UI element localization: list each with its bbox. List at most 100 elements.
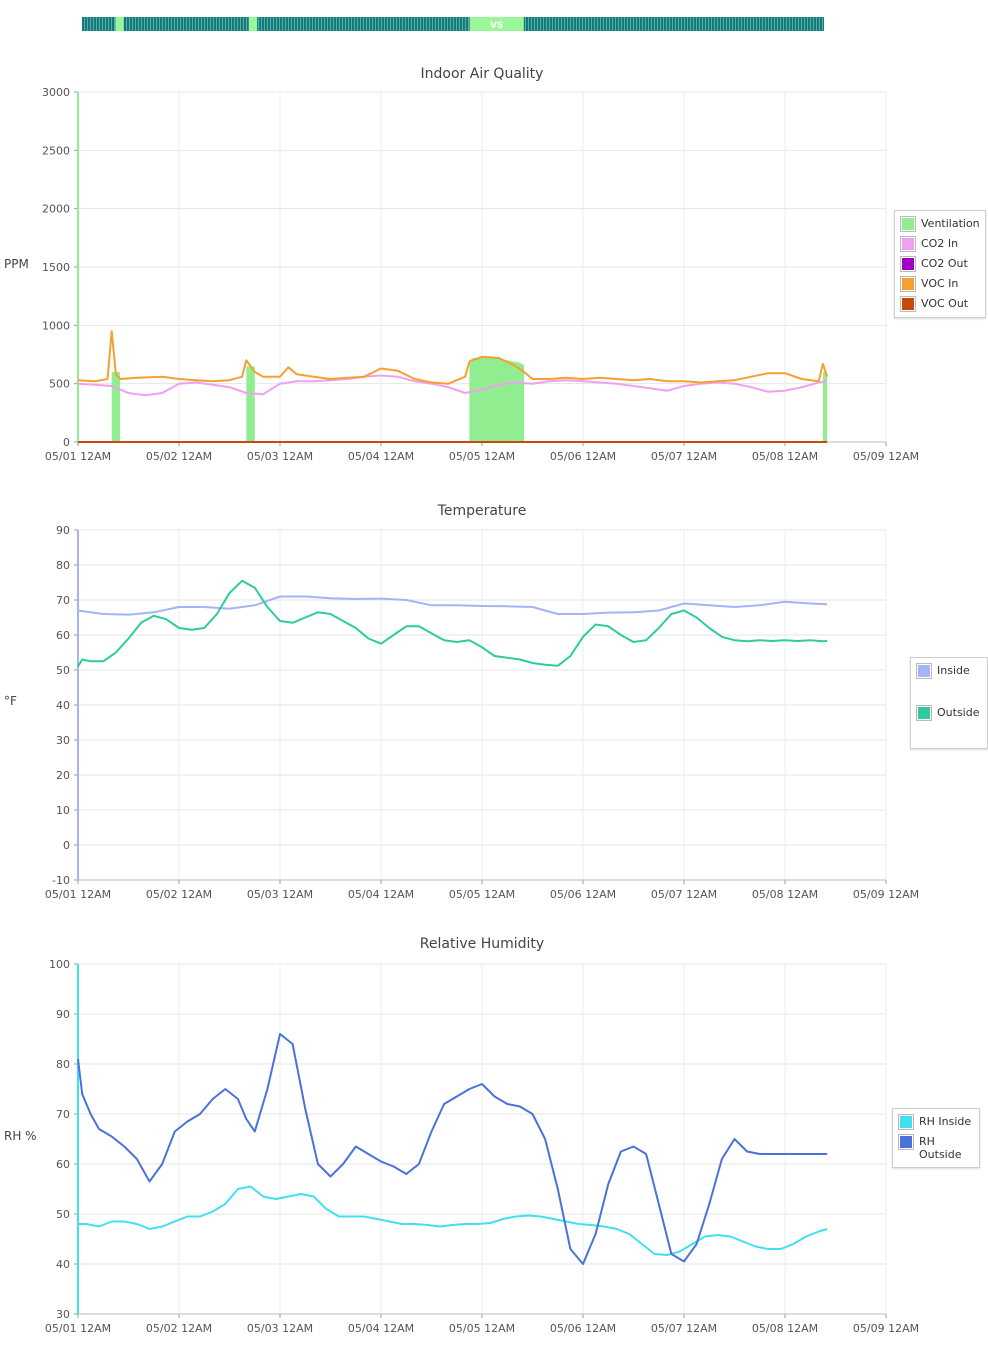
strip-tick bbox=[234, 17, 235, 31]
strip-tick bbox=[432, 17, 433, 31]
x-tick-label: 05/05 12AM bbox=[449, 1322, 515, 1335]
strip-tick bbox=[300, 17, 301, 31]
strip-tick bbox=[687, 17, 688, 31]
legend-item-ventilation[interactable]: Ventilation bbox=[899, 214, 981, 234]
strip-tick bbox=[672, 17, 673, 31]
strip-tick bbox=[282, 17, 283, 31]
strip-tick bbox=[762, 17, 763, 31]
y-tick-label: 20 bbox=[56, 769, 70, 782]
strip-label: VS bbox=[490, 21, 503, 31]
legend-swatch-outside bbox=[916, 705, 932, 721]
strip-tick bbox=[405, 17, 406, 31]
x-tick-label: 05/09 12AM bbox=[853, 888, 919, 901]
strip-tick bbox=[129, 17, 130, 31]
strip-tick bbox=[666, 17, 667, 31]
strip-tick bbox=[237, 17, 238, 31]
strip-tick bbox=[798, 17, 799, 31]
strip-tick bbox=[756, 17, 757, 31]
legend-item-rh-outside[interactable]: RH Outside bbox=[897, 1132, 975, 1164]
strip-tick bbox=[705, 17, 706, 31]
strip-tick bbox=[453, 17, 454, 31]
strip-tick bbox=[783, 17, 784, 31]
strip-tick bbox=[159, 17, 160, 31]
y-tick-label: 70 bbox=[56, 594, 70, 607]
strip-tick bbox=[186, 17, 187, 31]
strip-tick bbox=[657, 17, 658, 31]
strip-tick bbox=[396, 17, 397, 31]
strip-tick bbox=[795, 17, 796, 31]
y-axis-label: RH % bbox=[4, 1129, 37, 1143]
series-area-ventilation bbox=[111, 356, 828, 442]
x-tick-label: 05/06 12AM bbox=[550, 1322, 616, 1335]
strip-tick bbox=[663, 17, 664, 31]
legend-item-rh-inside[interactable]: RH Inside bbox=[897, 1112, 975, 1132]
strip-on-segment bbox=[469, 17, 524, 31]
strip-tick bbox=[591, 17, 592, 31]
strip-tick bbox=[417, 17, 418, 31]
legend-swatch-voc-in bbox=[900, 276, 916, 292]
strip-tick bbox=[336, 17, 337, 31]
legend-swatch-voc-out bbox=[900, 296, 916, 312]
strip-tick bbox=[618, 17, 619, 31]
strip-tick bbox=[678, 17, 679, 31]
legend-item-voc-in[interactable]: VOC In bbox=[899, 274, 981, 294]
iaq-legend: Ventilation CO2 In CO2 Out VOC In VOC Ou… bbox=[894, 210, 986, 318]
x-tick-label: 05/06 12AM bbox=[550, 888, 616, 901]
series-line-inside bbox=[77, 595, 828, 616]
legend-item-inside[interactable]: Inside bbox=[915, 661, 983, 681]
strip-tick bbox=[549, 17, 550, 31]
strip-tick bbox=[609, 17, 610, 31]
strip-tick bbox=[747, 17, 748, 31]
y-tick-label: 1000 bbox=[42, 319, 70, 332]
strip-tick bbox=[360, 17, 361, 31]
strip-tick bbox=[345, 17, 346, 31]
strip-tick bbox=[171, 17, 172, 31]
strip-tick bbox=[552, 17, 553, 31]
y-tick-label: 60 bbox=[56, 629, 70, 642]
strip-tick bbox=[384, 17, 385, 31]
strip-tick bbox=[153, 17, 154, 31]
chart-title: Temperature bbox=[437, 503, 527, 519]
strip-tick bbox=[93, 17, 94, 31]
x-tick-label: 05/02 12AM bbox=[146, 1322, 212, 1335]
y-tick-label: 10 bbox=[56, 804, 70, 817]
x-tick-label: 05/01 12AM bbox=[45, 888, 111, 901]
strip-tick bbox=[309, 17, 310, 31]
strip-tick bbox=[612, 17, 613, 31]
legend-label: Ventilation bbox=[921, 217, 980, 230]
strip-tick bbox=[822, 17, 823, 31]
strip-tick bbox=[765, 17, 766, 31]
legend-label: VOC Out bbox=[921, 297, 969, 310]
strip-tick bbox=[693, 17, 694, 31]
strip-tick bbox=[720, 17, 721, 31]
strip-tick bbox=[543, 17, 544, 31]
y-tick-label: 30 bbox=[56, 1308, 70, 1321]
strip-tick bbox=[627, 17, 628, 31]
strip-tick bbox=[714, 17, 715, 31]
x-tick-label: 05/05 12AM bbox=[449, 888, 515, 901]
strip-tick bbox=[642, 17, 643, 31]
strip-tick bbox=[228, 17, 229, 31]
legend-item-voc-out[interactable]: VOC Out bbox=[899, 294, 981, 314]
x-tick-label: 05/04 12AM bbox=[348, 888, 414, 901]
strip-tick bbox=[606, 17, 607, 31]
strip-tick bbox=[633, 17, 634, 31]
legend-item-co2-in[interactable]: CO2 In bbox=[899, 234, 981, 254]
legend-item-co2-out[interactable]: CO2 Out bbox=[899, 254, 981, 274]
legend-swatch-co2-in bbox=[900, 236, 916, 252]
y-tick-label: 40 bbox=[56, 1258, 70, 1271]
strip-tick bbox=[279, 17, 280, 31]
series-line-rh-inside bbox=[78, 1185, 828, 1256]
strip-tick bbox=[204, 17, 205, 31]
strip-tick bbox=[435, 17, 436, 31]
temperature-legend: Inside Outside bbox=[910, 657, 988, 749]
strip-tick bbox=[348, 17, 349, 31]
legend-item-outside[interactable]: Outside bbox=[915, 703, 983, 723]
strip-tick bbox=[813, 17, 814, 31]
strip-tick bbox=[525, 17, 526, 31]
x-tick-label: 05/04 12AM bbox=[348, 1322, 414, 1335]
x-tick-label: 05/04 12AM bbox=[348, 450, 414, 463]
strip-tick bbox=[108, 17, 109, 31]
x-tick-label: 05/03 12AM bbox=[247, 888, 313, 901]
strip-tick bbox=[780, 17, 781, 31]
